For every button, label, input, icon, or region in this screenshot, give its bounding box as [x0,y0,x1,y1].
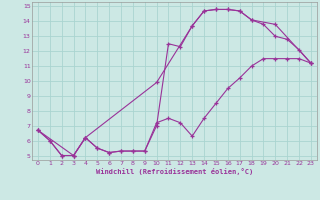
X-axis label: Windchill (Refroidissement éolien,°C): Windchill (Refroidissement éolien,°C) [96,168,253,175]
